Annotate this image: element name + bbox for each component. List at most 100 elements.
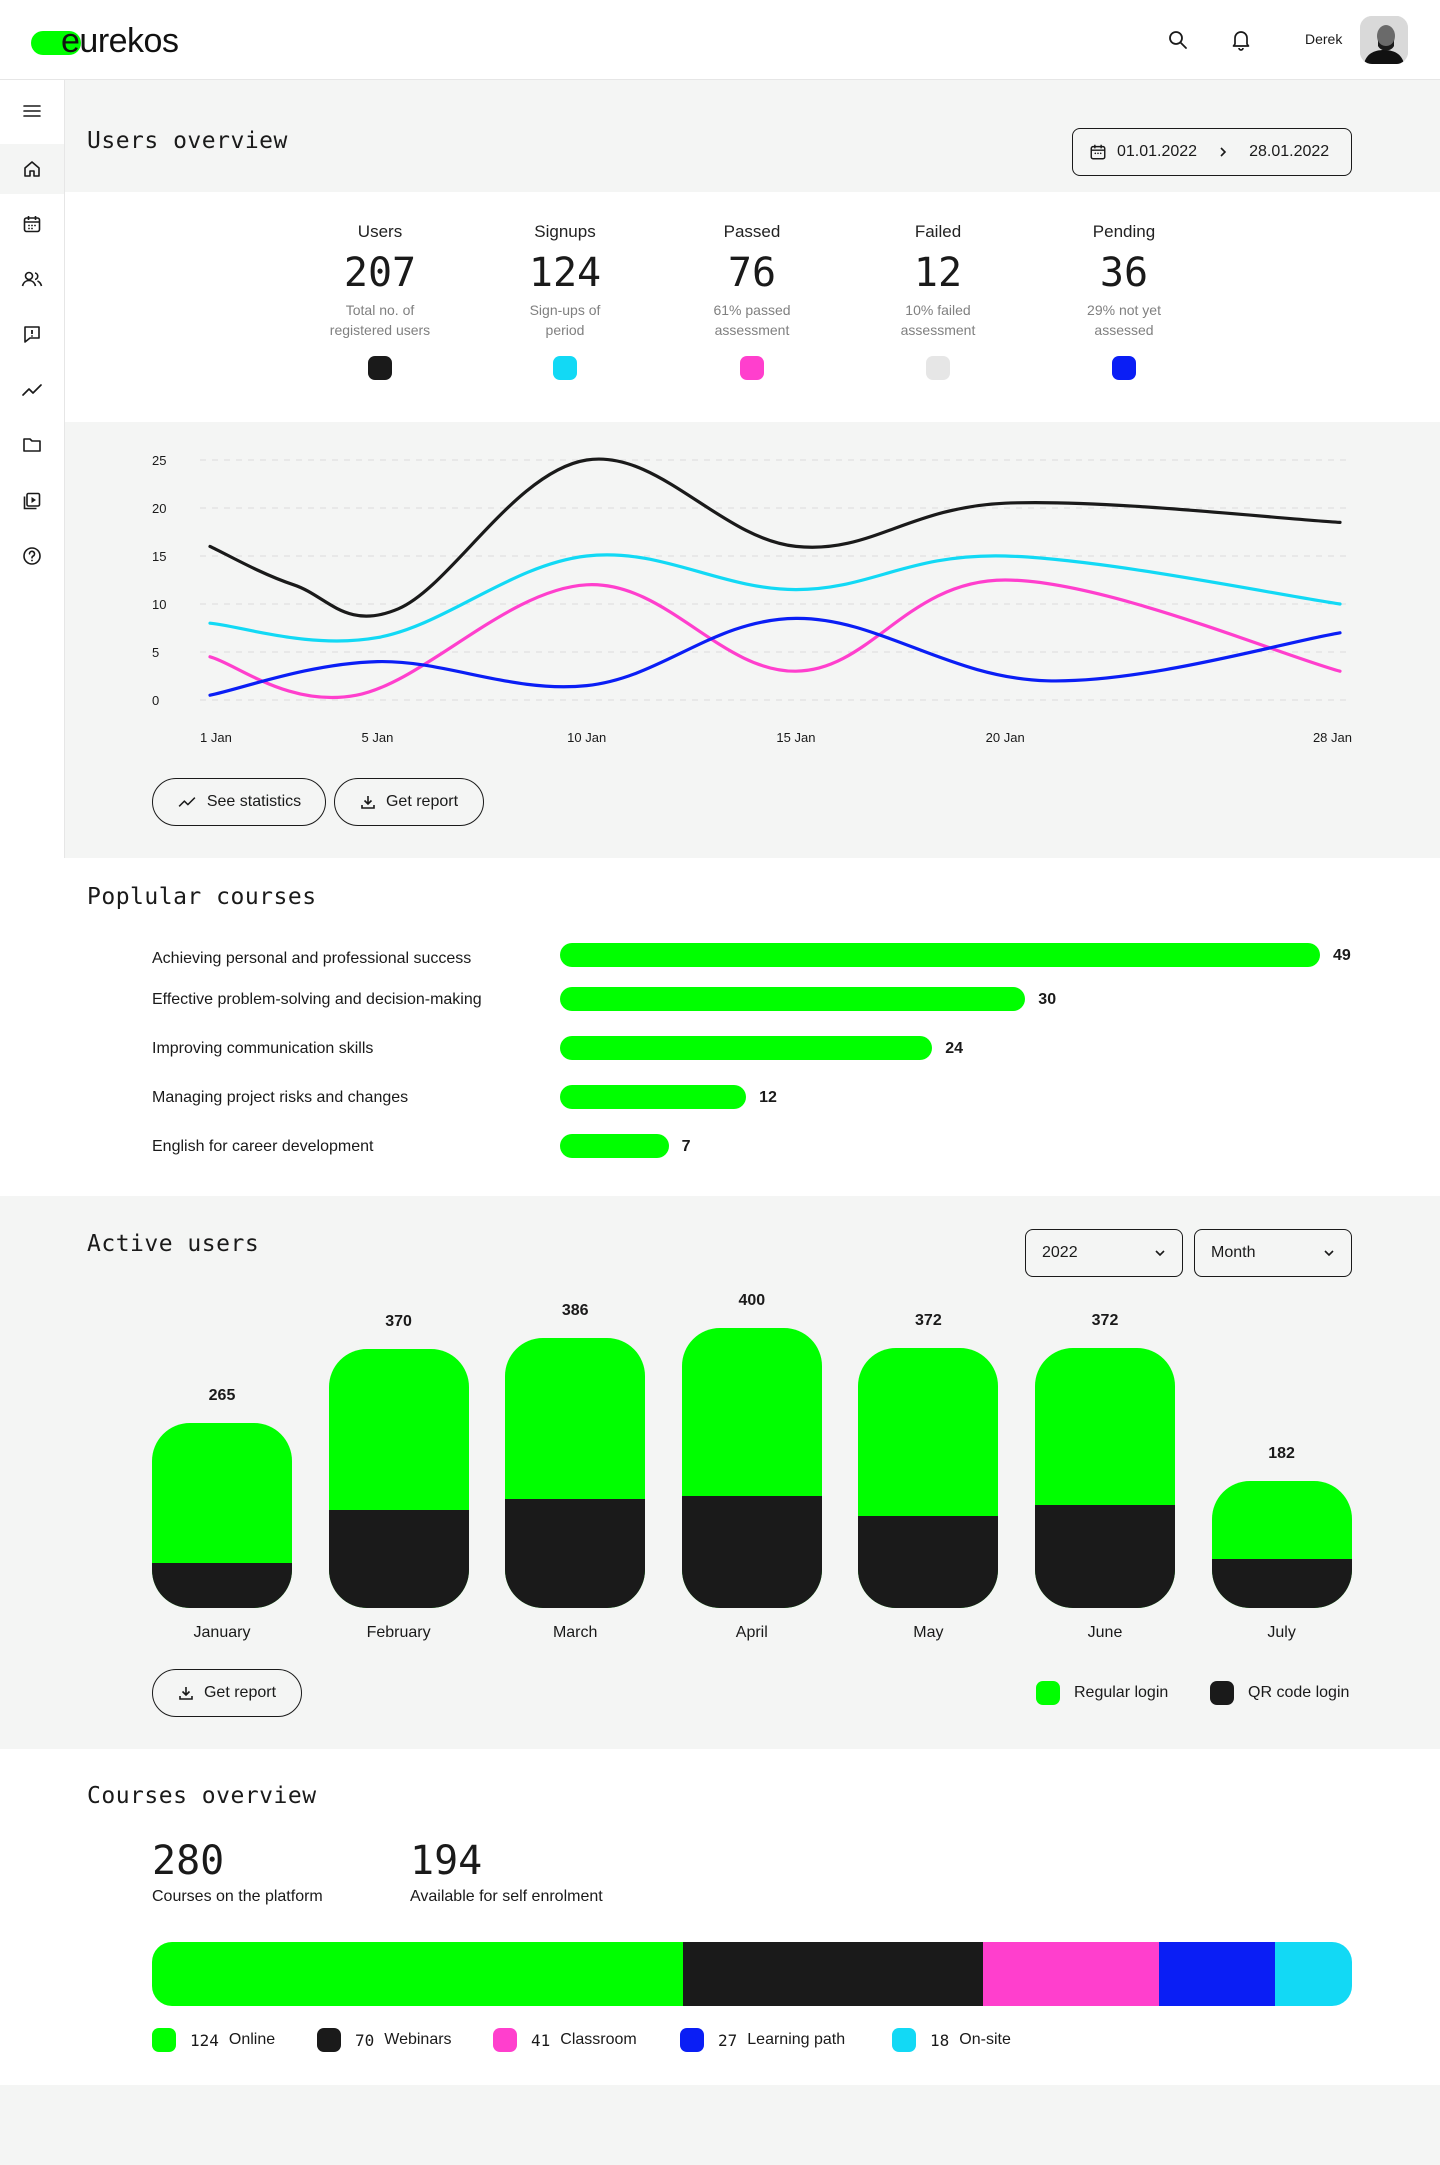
legend-swatch (493, 2028, 517, 2052)
courses-overview-title: Courses overview (87, 1783, 317, 1809)
help-icon[interactable] (0, 531, 64, 581)
course-label: Managing project risks and changes (152, 1089, 409, 1106)
year-select-value: 2022 (1042, 1244, 1078, 1261)
avatar[interactable] (1360, 16, 1408, 64)
course-value: 12 (759, 1089, 777, 1106)
segment-learning-path (1159, 1942, 1275, 2006)
legend-swatch (1036, 1681, 1060, 1705)
media-icon[interactable] (0, 476, 64, 526)
x-tick-label: 10 Jan (567, 730, 606, 745)
series-line-2 (208, 578, 1342, 700)
bar-total-label: 182 (1268, 1444, 1295, 1462)
legend-label: Learning path (747, 2031, 846, 2048)
active-users-title: Active users (87, 1231, 260, 1257)
stat-color-dot (740, 356, 764, 380)
legend-learning-path: 27 Learning path (680, 2028, 845, 2052)
date-range-picker[interactable]: 01.01.2022 28.01.2022 (1072, 128, 1352, 176)
stat-failed: Failed 12 10% failed assessment (858, 222, 1018, 380)
stat-label: Signups (534, 222, 596, 241)
date-to[interactable]: 28.01.2022 (1249, 143, 1330, 160)
course-value: 24 (945, 1040, 964, 1057)
users-icon[interactable] (0, 254, 64, 304)
x-tick-label: 1 Jan (200, 730, 232, 745)
legend-swatch (892, 2028, 916, 2052)
segment-on-site (1274, 1942, 1352, 2006)
course-label: English for career development (152, 1138, 374, 1155)
month-label: January (193, 1624, 251, 1641)
y-tick-label: 10 (152, 597, 166, 612)
app-header: eurekos Derek (0, 0, 1440, 80)
y-tick-label: 0 (152, 693, 159, 708)
calendar-icon[interactable] (0, 199, 64, 249)
sidebar (0, 80, 65, 990)
active-get-report-button[interactable]: Get report (152, 1669, 302, 1717)
stats-band: Users 207 Total no. of registered users S… (65, 192, 1440, 422)
y-tick-label: 5 (152, 645, 159, 660)
month-label: June (1087, 1624, 1123, 1641)
x-tick-label: 15 Jan (776, 730, 815, 745)
course-value: 30 (1038, 991, 1057, 1008)
trend-icon (177, 795, 197, 809)
stat-value: 36 (1099, 250, 1149, 296)
date-from[interactable]: 01.01.2022 (1117, 143, 1198, 160)
legend-count: 70 (355, 2030, 375, 2050)
menu-icon[interactable] (0, 86, 64, 136)
bar-total-label: 400 (738, 1292, 766, 1309)
active-bar (681, 1328, 822, 1608)
see-statistics-button[interactable]: See statistics (152, 778, 326, 826)
active-bar (328, 1349, 469, 1608)
y-tick-label: 20 (152, 501, 166, 516)
legend-swatch (317, 2028, 341, 2052)
stat-sub: 61% passed assessment (713, 302, 791, 338)
qr-segment (681, 1496, 822, 1608)
legend-count: 18 (930, 2030, 950, 2050)
course-bar (560, 1036, 933, 1060)
course-bar (560, 987, 1026, 1011)
search-icon[interactable] (1164, 26, 1192, 54)
course-label: Effective problem-solving and decision-m… (152, 991, 482, 1008)
active-bar (152, 1422, 292, 1608)
download-icon (360, 794, 376, 810)
popular-courses-title: Poplular courses (87, 884, 317, 910)
stat-sub: Total no. of registered users (329, 302, 431, 338)
get-report-button[interactable]: Get report (334, 778, 484, 826)
trend-icon[interactable] (0, 365, 64, 415)
segment-online (152, 1942, 684, 2006)
year-select[interactable]: 2022 (1025, 1229, 1183, 1277)
stat-value: 76 (727, 250, 777, 296)
segment-webinars (683, 1942, 984, 2006)
legend-regular-login: Regular login (1036, 1681, 1168, 1705)
stat-pending: Pending 36 29% not yet assessed (1044, 222, 1204, 380)
legend-swatch (680, 2028, 704, 2052)
x-tick-label: 28 Jan (1313, 730, 1352, 745)
month-label: July (1267, 1624, 1296, 1641)
stat-color-dot (1112, 356, 1136, 380)
feedback-icon[interactable] (0, 309, 64, 359)
qr-segment (1035, 1505, 1175, 1608)
series-line-1 (208, 553, 1342, 643)
legend-on-site: 18 On-site (892, 2028, 1011, 2052)
series-line-3 (208, 616, 1342, 697)
bell-icon[interactable] (1227, 26, 1255, 54)
legend-webinars: 70 Webinars (317, 2028, 452, 2052)
legend-label: Classroom (560, 2031, 637, 2048)
users-overview-title: Users overview (87, 128, 288, 154)
qr-segment (328, 1510, 469, 1608)
period-select[interactable]: Month (1194, 1229, 1352, 1277)
legend-online: 124 Online (152, 2028, 275, 2052)
home-icon[interactable] (0, 144, 64, 194)
calendar-icon (1089, 143, 1107, 161)
popular-courses-section (0, 858, 1440, 1196)
legend-swatch (1210, 1681, 1234, 1705)
month-label: March (552, 1624, 598, 1641)
course-bar (560, 1085, 747, 1109)
folder-icon[interactable] (0, 420, 64, 470)
stat-signups: Signups 124 Sign-ups of period (485, 222, 645, 380)
course-bar (560, 1134, 669, 1158)
course-label: Achieving personal and professional succ… (152, 950, 472, 967)
stat-label: Passed (723, 222, 781, 241)
chevron-down-icon (1323, 1247, 1335, 1259)
courses-self-enrolment: 194 (410, 1838, 483, 1884)
user-name[interactable]: Derek (1305, 31, 1343, 47)
month-label: February (366, 1624, 431, 1641)
